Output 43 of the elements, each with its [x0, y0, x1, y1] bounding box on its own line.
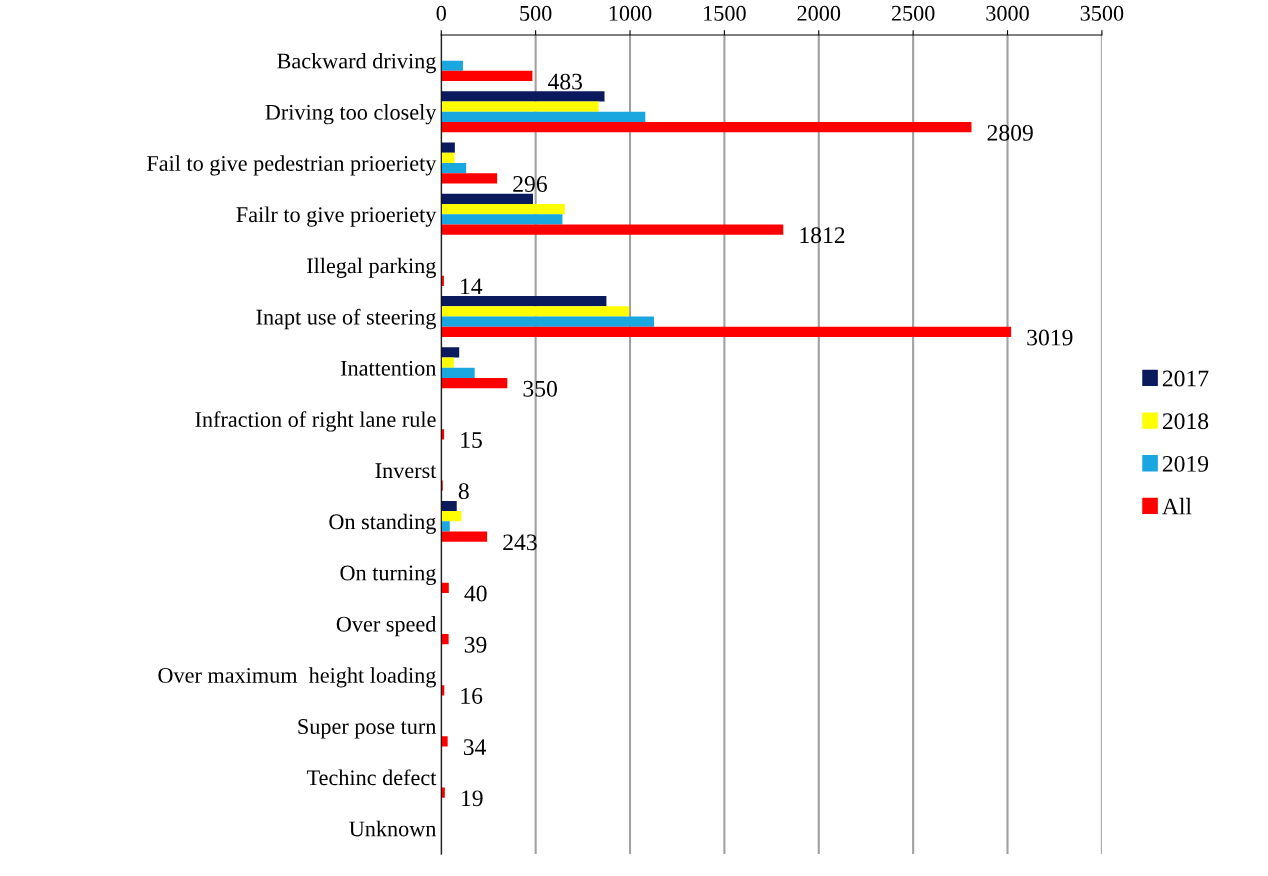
x-tick-label: 2000	[797, 5, 841, 21]
y-tick-label: On turning	[340, 565, 436, 586]
data-label: 40	[464, 585, 487, 602]
legend-label: 2019	[1162, 455, 1209, 472]
x-tick-label: 500	[520, 5, 552, 21]
y-tick-label: Failr to give prioeriety	[236, 206, 437, 227]
y-tick-label: Over speed	[336, 616, 437, 637]
data-label: 34	[463, 739, 487, 756]
data-label: 243	[503, 534, 537, 551]
y-tick-label: Techinc defect	[306, 769, 437, 786]
legend-label: 2018	[1162, 413, 1209, 430]
x-tick-label: 3000	[986, 5, 1029, 21]
legend-label: 2017	[1162, 370, 1209, 387]
x-tick-label: 0	[436, 5, 446, 21]
y-tick-label: Backward driving	[277, 52, 436, 74]
x-tick-label: 1500	[704, 5, 746, 21]
x-tick-label: 1000	[609, 5, 652, 21]
data-label: 350	[523, 380, 557, 397]
legend-label: All	[1162, 497, 1192, 515]
data-label: 8	[458, 483, 469, 500]
y-tick-label: Over maximum height loading	[158, 667, 436, 688]
data-label: 296	[513, 176, 547, 192]
y-tick-label: Driving too closely	[265, 104, 437, 125]
y-tick-label: On standing	[329, 513, 436, 534]
data-label: 16	[461, 688, 483, 704]
data-label: 3019	[1027, 329, 1073, 346]
data-label: 2809	[987, 124, 1033, 141]
y-tick-label: Illegal parking	[307, 257, 436, 278]
y-tick-label: Inverst	[375, 463, 437, 479]
y-tick-label: Infraction of right lane rule	[195, 411, 436, 432]
x-tick-label: 2500	[891, 5, 935, 21]
data-label: 15	[461, 432, 482, 448]
data-label: 19	[462, 790, 483, 807]
y-tick-label: Fail to give pedestrian prioeriety	[147, 155, 437, 176]
x-tick-label: 3500	[1080, 5, 1124, 21]
y-tick-label: Super pose turn	[298, 719, 437, 739]
data-label: 14	[461, 278, 483, 295]
data-label: 1812	[800, 227, 845, 244]
data-label: 483	[547, 73, 583, 90]
y-tick-label: Unknown	[349, 820, 437, 837]
y-tick-label: Inattention	[340, 360, 437, 376]
y-tick-label: Inapt use of steering	[256, 308, 436, 330]
data-label: 39	[464, 636, 487, 653]
